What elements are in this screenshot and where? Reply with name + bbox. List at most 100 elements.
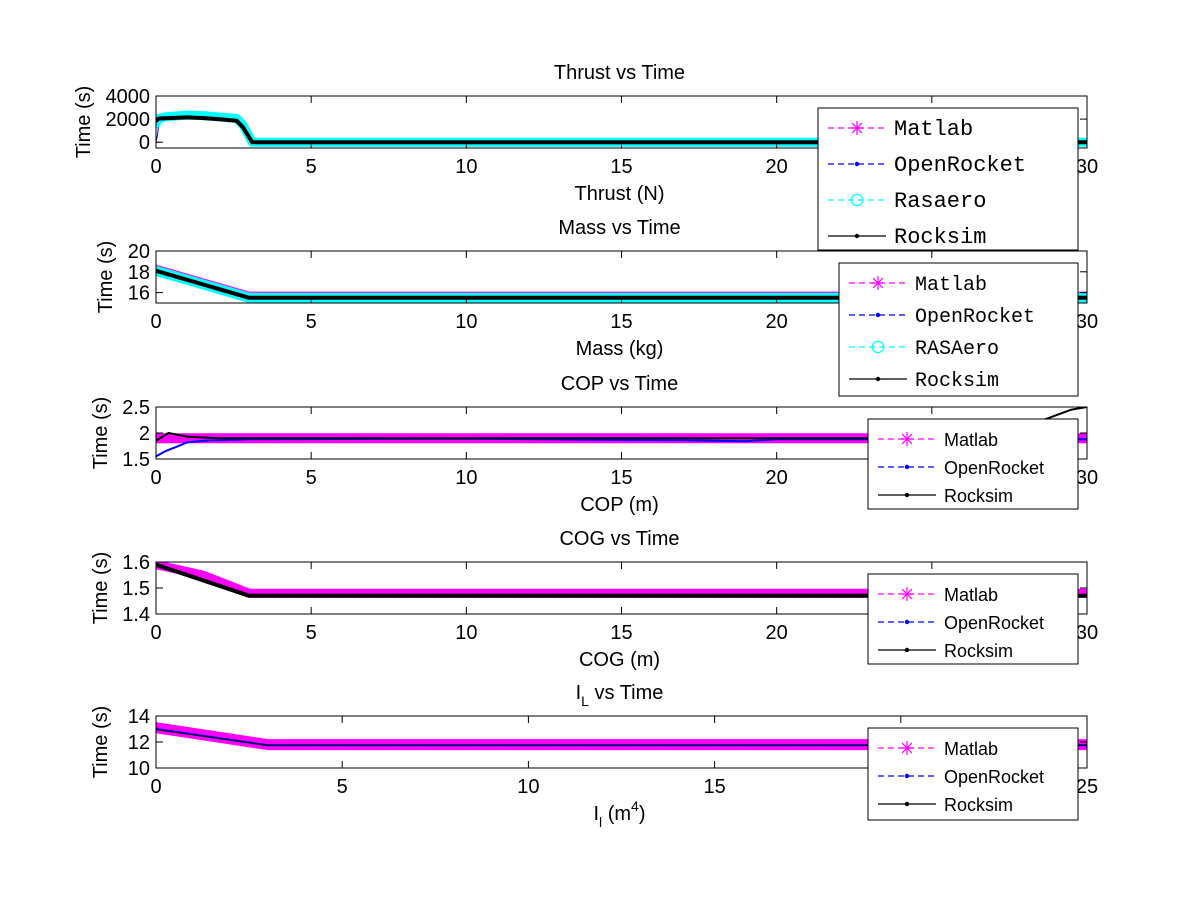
x-tick-label: 5 bbox=[306, 622, 317, 644]
legend-marker-matlab bbox=[900, 432, 914, 446]
y-tick-label: 18 bbox=[128, 262, 150, 284]
legend-marker-matlab bbox=[900, 741, 914, 755]
x-tick-label: 15 bbox=[610, 622, 632, 644]
legend-label-matlab: Matlab bbox=[944, 739, 998, 759]
y-tick-label: 0 bbox=[139, 132, 150, 154]
legend-marker-openrocket bbox=[875, 312, 881, 318]
x-tick-label: 20 bbox=[766, 622, 788, 644]
series-line-rocksim bbox=[156, 562, 1087, 598]
legend-box bbox=[867, 573, 1079, 665]
subplot-title: Mass vs Time bbox=[558, 217, 680, 239]
title-subscript: L bbox=[581, 693, 589, 709]
y-tick-label: 14 bbox=[128, 706, 150, 728]
series-line-rocksim bbox=[156, 115, 1087, 145]
legend-marker-openrocket bbox=[904, 464, 910, 470]
series-group bbox=[156, 562, 1087, 598]
legend-box bbox=[838, 262, 1079, 397]
legend-label-openrocket: OpenRocket bbox=[894, 153, 1026, 178]
y-axis-label: Time (s) bbox=[90, 397, 112, 470]
series-texture-matlab bbox=[156, 564, 1087, 594]
legend-label-openrocket: OpenRocket bbox=[944, 613, 1044, 633]
legend-marker-openrocket bbox=[904, 773, 910, 779]
legend-marker-rasaero bbox=[871, 340, 885, 354]
legend-label-rocksim: Rocksim bbox=[894, 225, 986, 250]
y-tick-label: 10 bbox=[128, 758, 150, 780]
series-line-rocksim bbox=[156, 268, 1087, 300]
legend-marker-rocksim bbox=[904, 647, 910, 653]
y-tick-label: 1.6 bbox=[122, 552, 150, 574]
x-axis-label: Il (m4) bbox=[593, 798, 645, 830]
y-axis-label: Time (s) bbox=[95, 241, 117, 314]
legend-label-openrocket: OpenRocket bbox=[944, 458, 1044, 478]
x-tick-label: 20 bbox=[766, 156, 788, 178]
subplot-1: 051015202530020004000Thrust vs TimeThrus… bbox=[73, 62, 1098, 251]
x-tick-label: 15 bbox=[610, 311, 632, 333]
legend-label-rocksim: Rocksim bbox=[915, 370, 999, 393]
legend-label-matlab: Matlab bbox=[944, 430, 998, 450]
y-tick-label: 1.5 bbox=[122, 449, 150, 471]
legend: Matlab OpenRocket Rasaero Rocksim bbox=[817, 107, 1079, 251]
xlabel-superscript: 4 bbox=[631, 798, 639, 814]
x-tick-label: 30 bbox=[1076, 622, 1098, 644]
legend-marker-matlab bbox=[871, 276, 885, 290]
legend-marker-openrocket bbox=[904, 619, 910, 625]
y-tick-label: 1.4 bbox=[122, 604, 150, 626]
legend-label-rasaero: Rasaero bbox=[894, 189, 986, 214]
y-tick-label: 20 bbox=[128, 241, 150, 263]
x-tick-label: 0 bbox=[150, 622, 161, 644]
x-tick-label: 20 bbox=[766, 311, 788, 333]
x-tick-label: 0 bbox=[150, 776, 161, 798]
x-tick-label: 10 bbox=[455, 156, 477, 178]
y-axis-label: Time (s) bbox=[90, 706, 112, 779]
y-tick-label: 1.5 bbox=[122, 578, 150, 600]
series-group bbox=[156, 110, 1087, 147]
legend: Matlab OpenRocket RASAero Rocksim bbox=[838, 262, 1079, 397]
x-tick-label: 5 bbox=[306, 156, 317, 178]
legend-label-matlab: Matlab bbox=[894, 117, 973, 142]
x-tick-label: 10 bbox=[517, 776, 539, 798]
series-group bbox=[156, 722, 1087, 751]
legend: Matlab OpenRocket Rocksim bbox=[867, 573, 1079, 665]
series-group bbox=[156, 264, 1087, 303]
xlabel-subscript: l bbox=[599, 814, 602, 830]
x-tick-label: 10 bbox=[455, 311, 477, 333]
y-tick-label: 2 bbox=[139, 423, 150, 445]
legend-marker-rocksim bbox=[854, 233, 860, 239]
legend: Matlab OpenRocket Rocksim bbox=[867, 727, 1079, 821]
y-tick-label: 4000 bbox=[106, 86, 151, 108]
subplot-title: COP vs Time bbox=[561, 373, 678, 395]
y-tick-label: 16 bbox=[128, 283, 150, 305]
subplot-title: IL vs Time bbox=[576, 682, 664, 709]
x-tick-label: 10 bbox=[455, 467, 477, 489]
xlabel-end: ) bbox=[639, 803, 646, 825]
legend-label-rocksim: Rocksim bbox=[944, 795, 1013, 815]
x-tick-label: 5 bbox=[306, 311, 317, 333]
legend-marker-matlab bbox=[900, 587, 914, 601]
series-line-rocksim bbox=[156, 729, 1087, 746]
legend-marker-rocksim bbox=[904, 492, 910, 498]
x-tick-label: 0 bbox=[150, 467, 161, 489]
x-tick-label: 0 bbox=[150, 311, 161, 333]
x-tick-label: 0 bbox=[150, 156, 161, 178]
legend-marker-rasaero bbox=[850, 193, 864, 207]
y-axis-label: Time (s) bbox=[90, 552, 112, 625]
x-axis-label: Thrust (N) bbox=[575, 183, 665, 205]
y-tick-label: 2.5 bbox=[122, 397, 150, 419]
x-tick-label: 15 bbox=[610, 156, 632, 178]
x-tick-label: 30 bbox=[1076, 156, 1098, 178]
legend-marker-matlab bbox=[850, 121, 864, 135]
x-tick-label: 10 bbox=[455, 622, 477, 644]
x-axis-label: Mass (kg) bbox=[576, 338, 664, 360]
title-suffix: vs Time bbox=[589, 682, 663, 704]
legend: Matlab OpenRocket Rocksim bbox=[867, 418, 1079, 510]
x-tick-label: 15 bbox=[610, 467, 632, 489]
legend-label-matlab: Matlab bbox=[915, 274, 987, 297]
x-axis-label: COG (m) bbox=[579, 649, 660, 671]
x-tick-label: 5 bbox=[337, 776, 348, 798]
x-tick-label: 30 bbox=[1076, 311, 1098, 333]
